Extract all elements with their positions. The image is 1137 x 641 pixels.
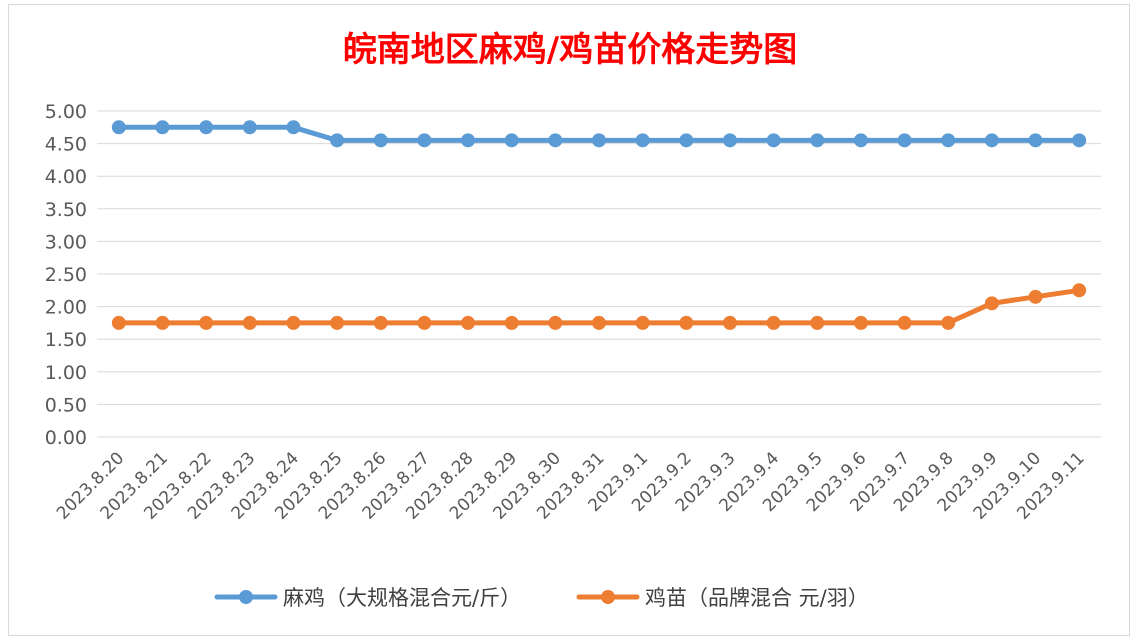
data-point bbox=[592, 133, 606, 148]
series-lines bbox=[111, 120, 1087, 330]
data-point bbox=[461, 133, 476, 148]
y-tick-label: 0.00 bbox=[45, 427, 87, 449]
data-point bbox=[635, 133, 650, 148]
line-chart: 皖南地区麻鸡/鸡苗价格走势图 0.00 0.50 1.00 1.50 2.00 2.50 3… bbox=[45, 30, 1101, 610]
data-point bbox=[984, 296, 999, 311]
data-point bbox=[548, 133, 563, 148]
y-tick-label: 5.00 bbox=[45, 101, 87, 123]
data-point bbox=[810, 133, 825, 148]
legend: 麻鸡（大规格混合元/斤） 鸡苗（品牌混合 元/羽） bbox=[214, 586, 869, 610]
data-point bbox=[199, 120, 214, 135]
data-point bbox=[373, 315, 388, 330]
data-point bbox=[417, 315, 432, 330]
data-point bbox=[155, 315, 170, 330]
chart-frame: 皖南地区麻鸡/鸡苗价格走势图 0.00 0.50 1.00 1.50 2.00 2.50 3… bbox=[8, 4, 1130, 636]
y-tick-label: 4.00 bbox=[45, 166, 87, 188]
data-point bbox=[155, 120, 170, 135]
data-point bbox=[897, 133, 912, 148]
data-point bbox=[330, 133, 345, 148]
legend-label: 鸡苗（品牌混合 元/羽） bbox=[645, 586, 869, 610]
y-tick-label: 2.00 bbox=[45, 297, 87, 319]
data-point bbox=[984, 133, 999, 148]
data-point bbox=[853, 315, 868, 330]
data-point bbox=[504, 315, 519, 330]
data-point bbox=[548, 315, 563, 330]
y-tick-label: 1.00 bbox=[45, 362, 87, 384]
data-point bbox=[1072, 283, 1087, 298]
data-point bbox=[853, 133, 868, 148]
data-point bbox=[679, 315, 694, 330]
data-point bbox=[373, 133, 388, 148]
data-point bbox=[286, 120, 301, 135]
y-tick-label: 2.50 bbox=[45, 264, 87, 286]
data-point bbox=[461, 315, 476, 330]
data-point bbox=[417, 133, 432, 148]
gridlines bbox=[97, 110, 1101, 438]
legend-marker bbox=[239, 590, 253, 604]
data-point bbox=[1028, 133, 1043, 148]
data-point bbox=[1028, 289, 1043, 304]
legend-item-1: 麻鸡（大规格混合元/斤） bbox=[214, 586, 521, 610]
y-tick-label: 3.50 bbox=[45, 199, 87, 221]
data-point bbox=[111, 315, 126, 330]
data-point bbox=[679, 133, 694, 148]
y-tick-label: 0.50 bbox=[45, 394, 87, 416]
data-point bbox=[286, 315, 301, 330]
legend-item-2: 鸡苗（品牌混合 元/羽） bbox=[576, 586, 869, 610]
data-point bbox=[722, 133, 737, 148]
data-point bbox=[722, 315, 737, 330]
y-tick-label: 1.50 bbox=[45, 329, 87, 351]
data-point bbox=[504, 133, 519, 148]
data-point bbox=[897, 315, 912, 330]
data-point bbox=[635, 315, 650, 330]
data-point bbox=[592, 315, 606, 330]
legend-label: 麻鸡（大规格混合元/斤） bbox=[283, 586, 521, 610]
data-point bbox=[766, 315, 781, 330]
data-point bbox=[766, 133, 781, 148]
data-point bbox=[111, 120, 126, 135]
data-point bbox=[330, 315, 345, 330]
data-point bbox=[941, 315, 956, 330]
y-tick-label: 3.00 bbox=[45, 231, 87, 253]
data-point bbox=[941, 133, 956, 148]
data-point bbox=[199, 315, 214, 330]
series-1 bbox=[111, 120, 1087, 148]
data-point bbox=[1072, 133, 1087, 148]
data-point bbox=[242, 120, 257, 135]
y-axis-tick-labels: 0.00 0.50 1.00 1.50 2.00 2.50 3.00 3.50 4.00 4.50… bbox=[45, 101, 87, 449]
y-tick-label: 4.50 bbox=[45, 134, 87, 156]
chart-title: 皖南地区麻鸡/鸡苗价格走势图 bbox=[343, 30, 797, 70]
legend-marker bbox=[601, 590, 615, 604]
data-point bbox=[242, 315, 257, 330]
series-2 bbox=[111, 283, 1087, 330]
x-axis-tick-labels: 2023.8.202023.8.212023.8.222023.8.232023… bbox=[53, 448, 1089, 523]
data-point bbox=[810, 315, 825, 330]
